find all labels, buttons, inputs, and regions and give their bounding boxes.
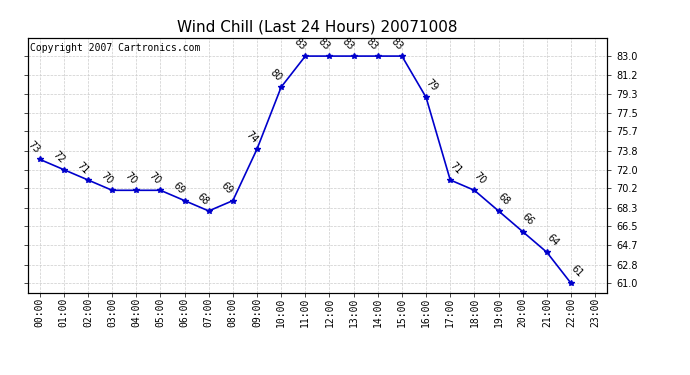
Text: 69: 69 <box>219 181 235 196</box>
Text: 79: 79 <box>424 77 440 93</box>
Text: 64: 64 <box>544 232 560 248</box>
Text: 71: 71 <box>75 160 90 176</box>
Text: 61: 61 <box>569 263 584 279</box>
Text: 83: 83 <box>316 36 332 52</box>
Text: 70: 70 <box>147 170 163 186</box>
Text: 83: 83 <box>364 36 380 52</box>
Text: 83: 83 <box>388 36 404 52</box>
Text: 68: 68 <box>195 191 211 207</box>
Text: 73: 73 <box>26 140 42 155</box>
Text: Copyright 2007 Cartronics.com: Copyright 2007 Cartronics.com <box>30 43 201 52</box>
Text: 66: 66 <box>520 212 536 227</box>
Text: 70: 70 <box>472 170 488 186</box>
Text: 70: 70 <box>99 170 115 186</box>
Text: 68: 68 <box>496 191 512 207</box>
Title: Wind Chill (Last 24 Hours) 20071008: Wind Chill (Last 24 Hours) 20071008 <box>177 20 457 35</box>
Text: 83: 83 <box>292 36 308 52</box>
Text: 71: 71 <box>448 160 464 176</box>
Text: 69: 69 <box>171 181 187 196</box>
Text: 83: 83 <box>340 36 356 52</box>
Text: 72: 72 <box>50 150 66 165</box>
Text: 80: 80 <box>268 67 284 83</box>
Text: 74: 74 <box>244 129 259 145</box>
Text: 70: 70 <box>123 170 139 186</box>
